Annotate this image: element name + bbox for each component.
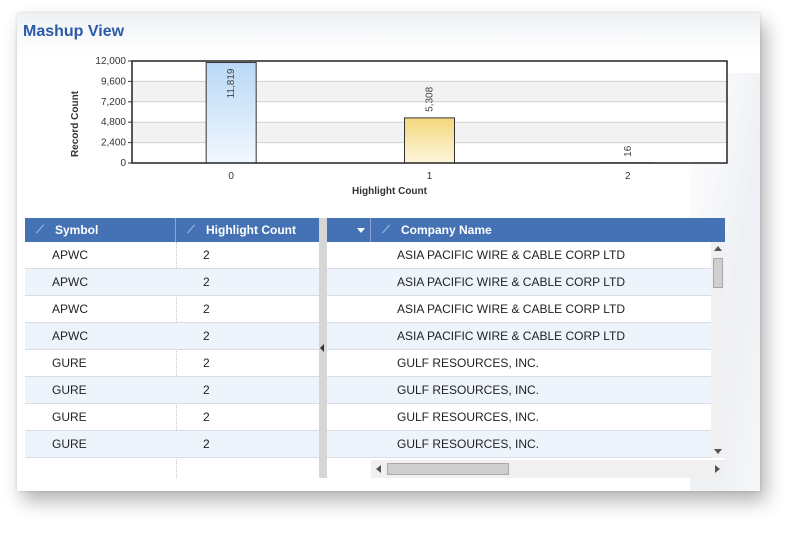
bar <box>404 117 455 164</box>
table-row[interactable]: GURE 2 <box>25 350 319 377</box>
table-row[interactable] <box>327 350 371 377</box>
column-header-company-name-label: Company Name <box>401 223 492 237</box>
table-row[interactable]: GULF RESOURCES, INC. <box>371 404 711 431</box>
bar-value-label: 11,819 <box>226 68 237 98</box>
grid-band <box>132 81 727 102</box>
collapse-arrow-icon[interactable] <box>320 344 324 352</box>
highlight-count-cell: 2 <box>203 329 210 343</box>
symbol-cell: GURE <box>52 410 87 424</box>
pin-icon[interactable]: ⟋ <box>382 224 390 236</box>
company-name-cell: GULF RESOURCES, INC. <box>397 437 540 451</box>
record-count-chart: 0 2,400 4,800 7,200 9,600 12,000 11,819 0 5,308 1… <box>62 55 742 205</box>
scroll-up-icon[interactable] <box>714 246 722 251</box>
column-header-company-name[interactable]: ⟋ Company Name <box>371 218 725 242</box>
column-header-highlight-count[interactable]: ⟋ Highlight Count <box>176 218 319 242</box>
x-tick-label: 0 <box>228 171 234 182</box>
pin-icon[interactable]: ⟋ <box>36 224 44 236</box>
bar <box>205 62 257 164</box>
highlight-count-cell: 2 <box>203 383 210 397</box>
table-row[interactable]: GURE 2 <box>25 431 319 458</box>
symbol-cell: APWC <box>52 275 88 289</box>
x-axis-title: Highlight Count <box>352 186 428 197</box>
column-divider <box>176 242 177 478</box>
horizontal-scrollbar[interactable] <box>371 460 725 478</box>
table-row[interactable]: ASIA PACIFIC WIRE & CABLE CORP LTD <box>371 242 711 269</box>
pin-icon[interactable]: ⟋ <box>187 224 195 236</box>
horizontal-scroll-thumb[interactable] <box>387 463 509 475</box>
bar-value-label: 16 <box>623 145 634 157</box>
y-tick-label: 2,400 <box>101 138 126 149</box>
column-header-symbol-label: Symbol <box>55 223 99 237</box>
symbol-cell: GURE <box>52 383 87 397</box>
highlight-count-cell: 2 <box>203 410 210 424</box>
symbol-cell: GURE <box>52 437 87 451</box>
scroll-right-icon[interactable] <box>715 465 720 473</box>
panel-header-decoration <box>17 13 760 53</box>
table-row[interactable]: GULF RESOURCES, INC. <box>371 350 711 377</box>
table-row[interactable] <box>327 404 371 431</box>
x-tick-label: 1 <box>427 171 433 182</box>
highlight-count-cell: 2 <box>203 275 210 289</box>
table-row[interactable]: ASIA PACIFIC WIRE & CABLE CORP LTD <box>371 323 711 350</box>
symbol-cell: APWC <box>52 329 88 343</box>
table-row[interactable] <box>327 296 371 323</box>
bar-value-label: 5,308 <box>425 86 436 111</box>
y-tick-label: 9,600 <box>101 76 126 87</box>
y-tick-label: 0 <box>120 158 126 169</box>
company-name-cell: GULF RESOURCES, INC. <box>397 356 540 370</box>
company-name-cell: ASIA PACIFIC WIRE & CABLE CORP LTD <box>397 248 626 262</box>
table-row[interactable]: APWC 2 <box>25 269 319 296</box>
scroll-down-icon[interactable] <box>714 449 722 454</box>
column-menu-header[interactable] <box>327 218 371 242</box>
table-row[interactable] <box>327 242 371 269</box>
table-row[interactable] <box>327 269 371 296</box>
y-tick-label: 4,800 <box>101 117 126 128</box>
table-row[interactable]: GURE 2 <box>25 377 319 404</box>
company-name-cell: ASIA PACIFIC WIRE & CABLE CORP LTD <box>397 329 626 343</box>
table-row[interactable] <box>327 377 371 404</box>
pane-splitter[interactable] <box>319 218 327 478</box>
highlight-count-cell: 2 <box>203 437 210 451</box>
y-tick-label: 12,000 <box>95 56 126 67</box>
table-row[interactable]: GULF RESOURCES, INC. <box>371 431 711 458</box>
table-row[interactable]: ASIA PACIFIC WIRE & CABLE CORP LTD <box>371 269 711 296</box>
table-row[interactable]: APWC 2 <box>25 323 319 350</box>
highlight-count-cell: 2 <box>203 356 210 370</box>
vertical-scrollbar[interactable] <box>711 242 725 458</box>
table-row[interactable] <box>327 431 371 458</box>
table-row[interactable] <box>327 323 371 350</box>
column-header-highlight-count-label: Highlight Count <box>206 223 296 237</box>
grid-left-pane: ⟋ Symbol ⟋ Highlight Count APWC 2 APWC 2 APW… <box>25 218 319 478</box>
highlight-count-cell: 2 <box>203 248 210 262</box>
table-row[interactable]: APWC 2 <box>25 242 319 269</box>
vertical-scroll-thumb[interactable] <box>713 258 723 288</box>
company-name-cell: ASIA PACIFIC WIRE & CABLE CORP LTD <box>397 302 626 316</box>
table-row[interactable]: ASIA PACIFIC WIRE & CABLE CORP LTD <box>371 296 711 323</box>
chart-svg: 0 2,400 4,800 7,200 9,600 12,000 11,819 0 5,308 1… <box>70 56 728 197</box>
table-row[interactable]: APWC 2 <box>25 296 319 323</box>
plot-frame <box>131 60 728 164</box>
chevron-down-icon[interactable] <box>357 227 365 233</box>
grid-band <box>132 101 727 123</box>
symbol-cell: APWC <box>52 248 88 262</box>
symbol-cell: APWC <box>52 302 88 316</box>
company-name-cell: GULF RESOURCES, INC. <box>397 410 540 424</box>
highlight-count-cell: 2 <box>203 302 210 316</box>
panel-title: Mashup View <box>23 23 125 40</box>
symbol-cell: GURE <box>52 356 87 370</box>
data-grid: ⟋ Symbol ⟋ Highlight Count APWC 2 APWC 2 APW… <box>25 218 727 478</box>
y-axis-title: Record Count <box>70 90 81 157</box>
table-row[interactable]: GULF RESOURCES, INC. <box>371 377 711 404</box>
column-header-symbol[interactable]: ⟋ Symbol <box>25 218 176 242</box>
grid-right-pane: ⟋ Company Name ASIA PACIFIC WIRE & CABLE… <box>371 218 725 478</box>
y-tick-label: 7,200 <box>101 97 126 108</box>
mashup-panel: Mashup View 0 2,400 4,800 7,200 9,600 12,000 1… <box>17 13 760 491</box>
company-name-cell: ASIA PACIFIC WIRE & CABLE CORP LTD <box>397 275 626 289</box>
grid-band <box>132 61 727 82</box>
x-tick-label: 2 <box>625 171 631 182</box>
company-name-cell: GULF RESOURCES, INC. <box>397 383 540 397</box>
table-row[interactable]: GURE 2 <box>25 404 319 431</box>
grid-middle-pane <box>327 218 371 478</box>
scroll-left-icon[interactable] <box>376 465 381 473</box>
